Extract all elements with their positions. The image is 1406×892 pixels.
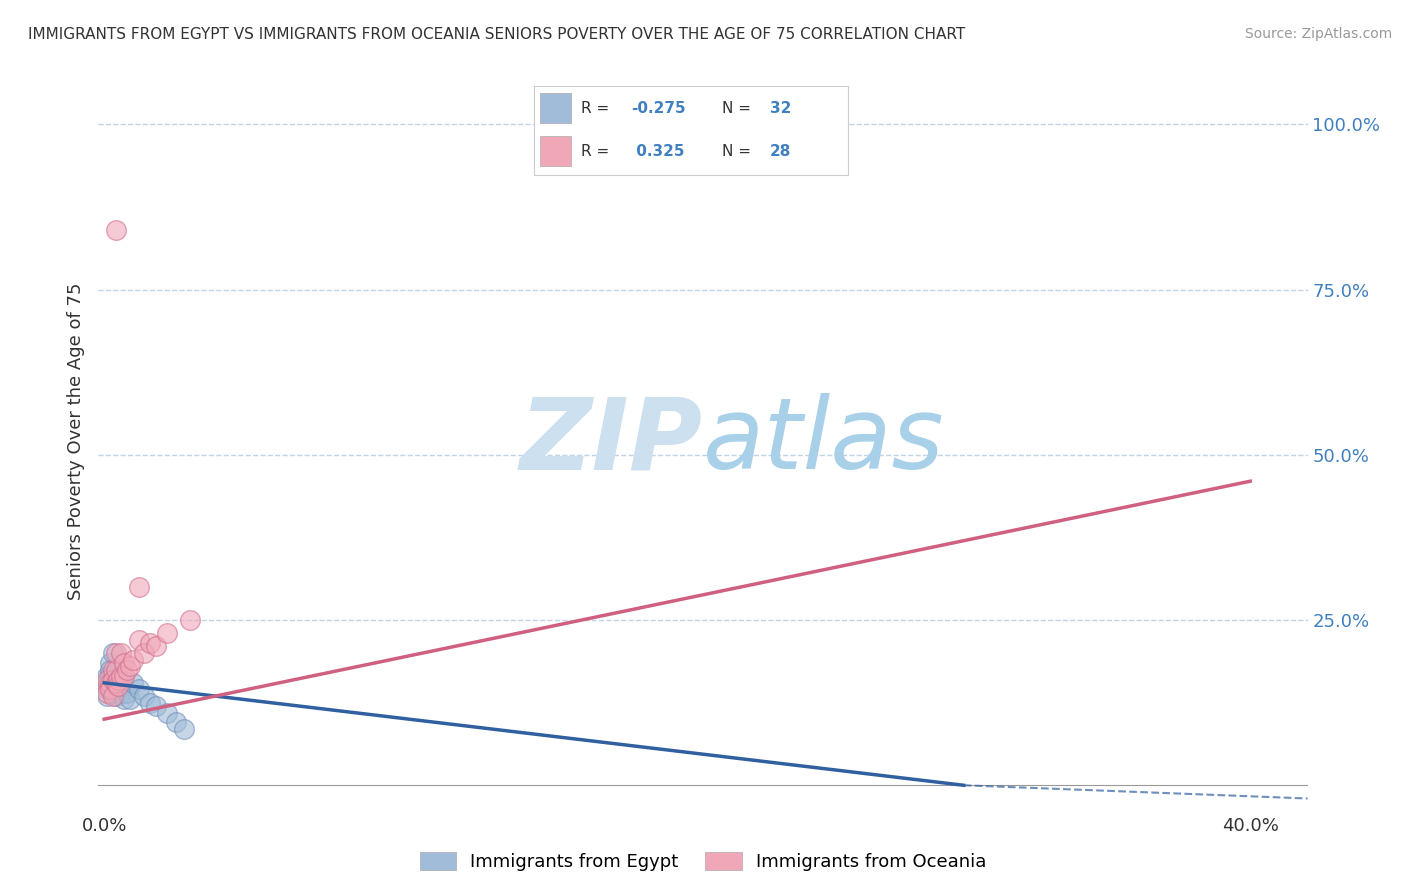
Point	[128, 682, 150, 697]
Point	[107, 679, 129, 693]
Point	[115, 663, 138, 677]
Point	[121, 653, 143, 667]
Point	[107, 682, 129, 697]
Point	[104, 675, 127, 690]
Point	[101, 669, 124, 683]
Point	[96, 689, 118, 703]
Point	[101, 663, 124, 677]
Y-axis label: Seniors Poverty Over the Age of 75: Seniors Poverty Over the Age of 75	[66, 283, 84, 600]
Point	[98, 656, 121, 670]
Point	[112, 692, 135, 706]
Point	[173, 722, 195, 736]
Point	[128, 580, 150, 594]
Point	[110, 673, 132, 687]
Point	[104, 665, 127, 680]
Text: IMMIGRANTS FROM EGYPT VS IMMIGRANTS FROM OCEANIA SENIORS POVERTY OVER THE AGE OF: IMMIGRANTS FROM EGYPT VS IMMIGRANTS FROM…	[28, 27, 966, 42]
Point	[165, 715, 187, 730]
Point	[96, 669, 118, 683]
Point	[156, 626, 179, 640]
Point	[96, 673, 118, 687]
Point	[104, 689, 127, 703]
Point	[115, 686, 138, 700]
Text: ZIP: ZIP	[520, 393, 703, 490]
Point	[96, 675, 118, 690]
Point	[107, 673, 129, 687]
Point	[98, 669, 121, 683]
Point	[104, 675, 127, 690]
Point	[101, 646, 124, 660]
Point	[121, 675, 143, 690]
Point	[145, 640, 167, 654]
Point	[98, 675, 121, 690]
Point	[112, 669, 135, 683]
Point	[98, 682, 121, 697]
Text: Source: ZipAtlas.com: Source: ZipAtlas.com	[1244, 27, 1392, 41]
Point	[104, 646, 127, 660]
Point	[134, 646, 156, 660]
Point	[101, 675, 124, 690]
Point	[139, 696, 162, 710]
Point	[101, 689, 124, 703]
Text: atlas: atlas	[703, 393, 945, 490]
Point	[179, 613, 201, 627]
Point	[101, 686, 124, 700]
Point	[96, 675, 118, 690]
Point	[139, 636, 162, 650]
Point	[145, 698, 167, 713]
Point	[112, 679, 135, 693]
Point	[134, 689, 156, 703]
Point	[112, 656, 135, 670]
Point	[104, 663, 127, 677]
Point	[104, 223, 127, 237]
Point	[118, 692, 141, 706]
Point	[96, 682, 118, 697]
Point	[156, 706, 179, 720]
Legend: Immigrants from Egypt, Immigrants from Oceania: Immigrants from Egypt, Immigrants from O…	[412, 845, 994, 879]
Point	[110, 646, 132, 660]
Point	[101, 673, 124, 687]
Point	[110, 669, 132, 683]
Point	[98, 682, 121, 697]
Point	[118, 659, 141, 673]
Point	[128, 632, 150, 647]
Point	[110, 686, 132, 700]
Point	[96, 686, 118, 700]
Point	[96, 679, 118, 693]
Point	[98, 663, 121, 677]
Point	[107, 675, 129, 690]
